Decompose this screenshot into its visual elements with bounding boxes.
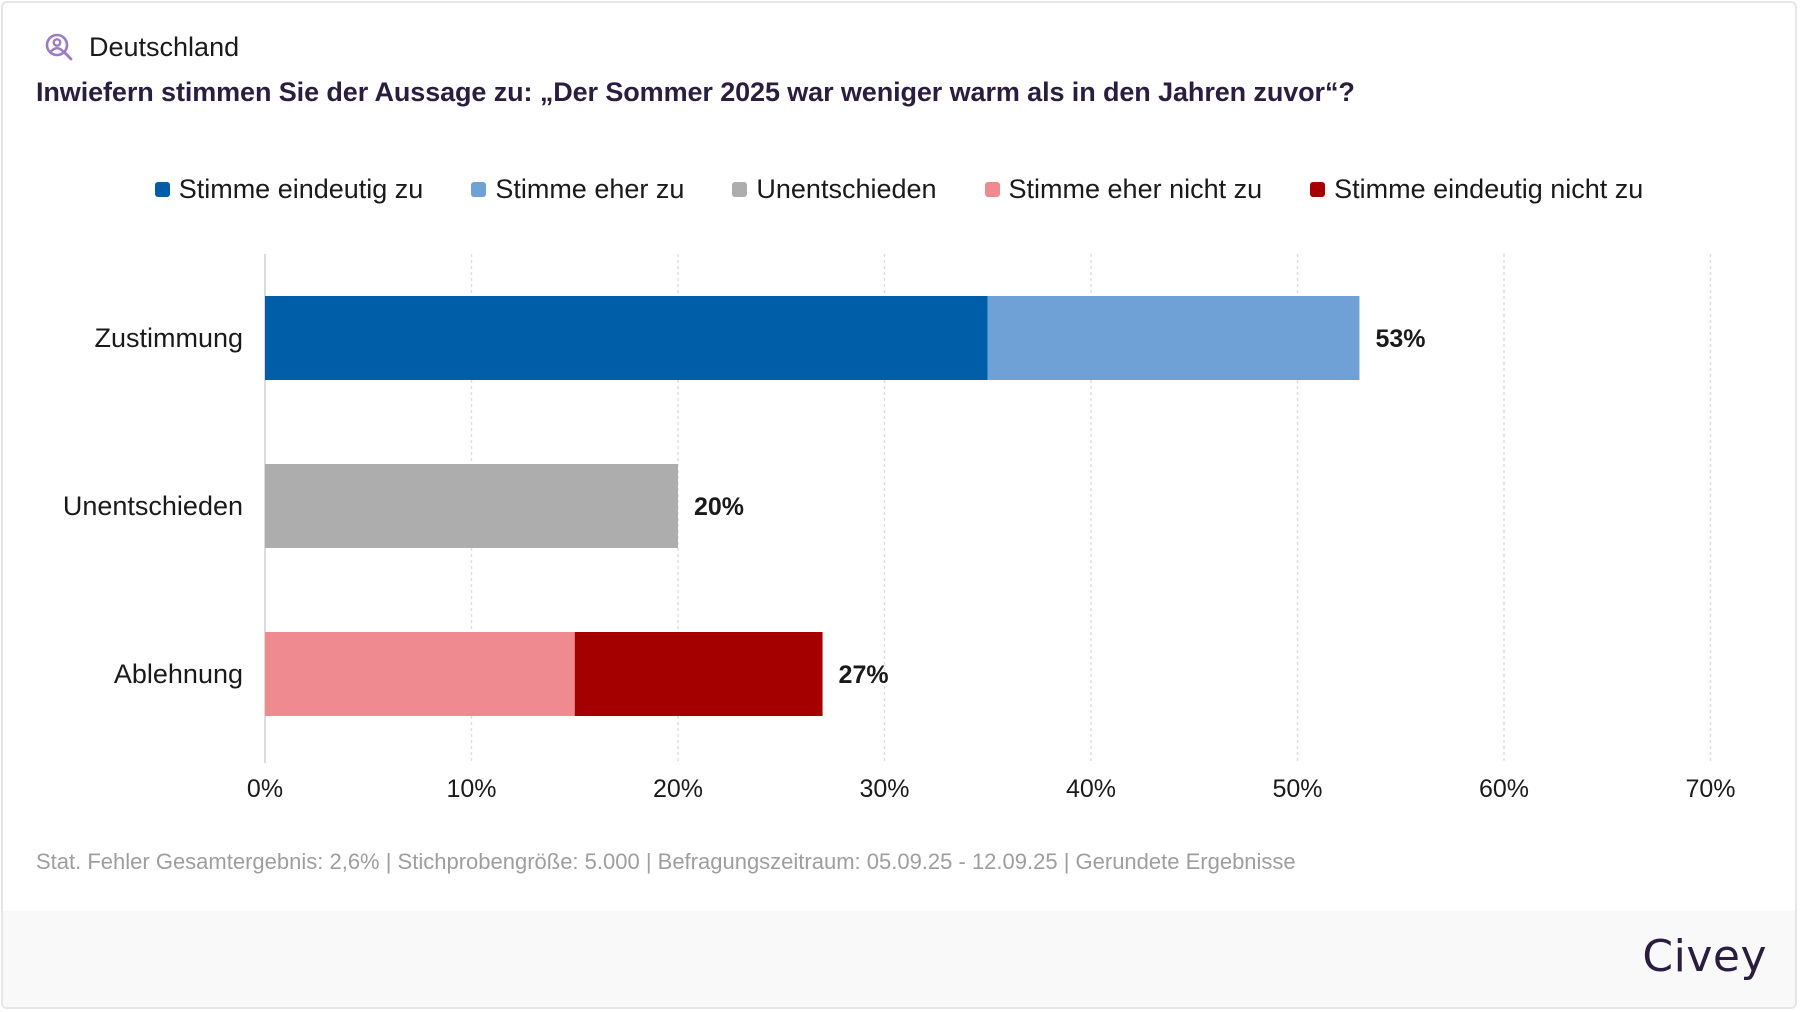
legend-item-disagree: Stimme eher nicht zu xyxy=(984,171,1263,207)
x-tick-label: 40% xyxy=(1066,775,1116,803)
legend-swatch xyxy=(732,181,748,197)
bar-segment-stimme-eindeutig-zu xyxy=(265,296,988,380)
category-label: Zustimmung xyxy=(94,323,243,353)
legend-item-strong-agree: Stimme eindeutig zu xyxy=(154,171,424,207)
legend-item-agree: Stimme eher zu xyxy=(471,171,684,207)
footer: Civey xyxy=(3,911,1795,1007)
methodology-footnote: Stat. Fehler Gesamtergebnis: 2,6% | Stic… xyxy=(36,849,1296,874)
legend-swatch xyxy=(984,181,1000,197)
bar-segment-unentschieden xyxy=(265,464,678,548)
legend-label: Stimme eher nicht zu xyxy=(1008,173,1263,204)
legend-label: Stimme eindeutig nicht zu xyxy=(1334,173,1644,204)
legend-swatch xyxy=(471,181,487,197)
x-tick-label: 0% xyxy=(247,775,283,803)
x-tick-label: 60% xyxy=(1479,775,1529,803)
question-title: Inwiefern stimmen Sie der Aussage zu: „D… xyxy=(36,77,1355,107)
x-tick-label: 20% xyxy=(653,775,703,803)
legend-item-undecided: Unentschieden xyxy=(732,171,937,207)
legend-swatch xyxy=(154,181,170,197)
total-label: 53% xyxy=(1375,325,1425,353)
x-tick-label: 70% xyxy=(1685,775,1735,803)
labels: 0% 10% 20% 30% 40% 50% 60% 70% Zustimmung 53% Unen… xyxy=(63,323,1736,803)
bar-chart: 0% 10% 20% 30% 40% 50% 60% 70% Zustimmung 53% Unen… xyxy=(63,254,1736,803)
total-label: 20% xyxy=(694,493,744,521)
region-label: Deutschland xyxy=(89,32,240,62)
legend-label: Stimme eher zu xyxy=(495,173,685,204)
x-tick-label: 10% xyxy=(446,775,496,803)
total-label: 27% xyxy=(839,661,889,689)
bar-segment-stimme-eindeutig-nicht-zu xyxy=(574,632,823,716)
person-search-icon xyxy=(44,32,74,62)
bar-segment-stimme-eher-nicht-zu xyxy=(265,632,575,716)
category-label: Ablehnung xyxy=(114,659,243,689)
bar-segment-stimme-eher-zu xyxy=(987,296,1360,380)
category-label: Unentschieden xyxy=(63,491,243,521)
bars xyxy=(265,296,1360,716)
x-tick-label: 30% xyxy=(859,775,909,803)
legend-label: Unentschieden xyxy=(756,173,937,204)
legend: Stimme eindeutig zu Stimme eher zu Unent… xyxy=(3,171,1795,207)
x-tick-label: 50% xyxy=(1272,775,1322,803)
legend-label: Stimme eindeutig zu xyxy=(178,173,424,204)
civey-logo: Civey xyxy=(1642,931,1767,982)
legend-item-strong-disagree: Stimme eindeutig nicht zu xyxy=(1310,171,1643,207)
legend-swatch xyxy=(1310,181,1326,197)
